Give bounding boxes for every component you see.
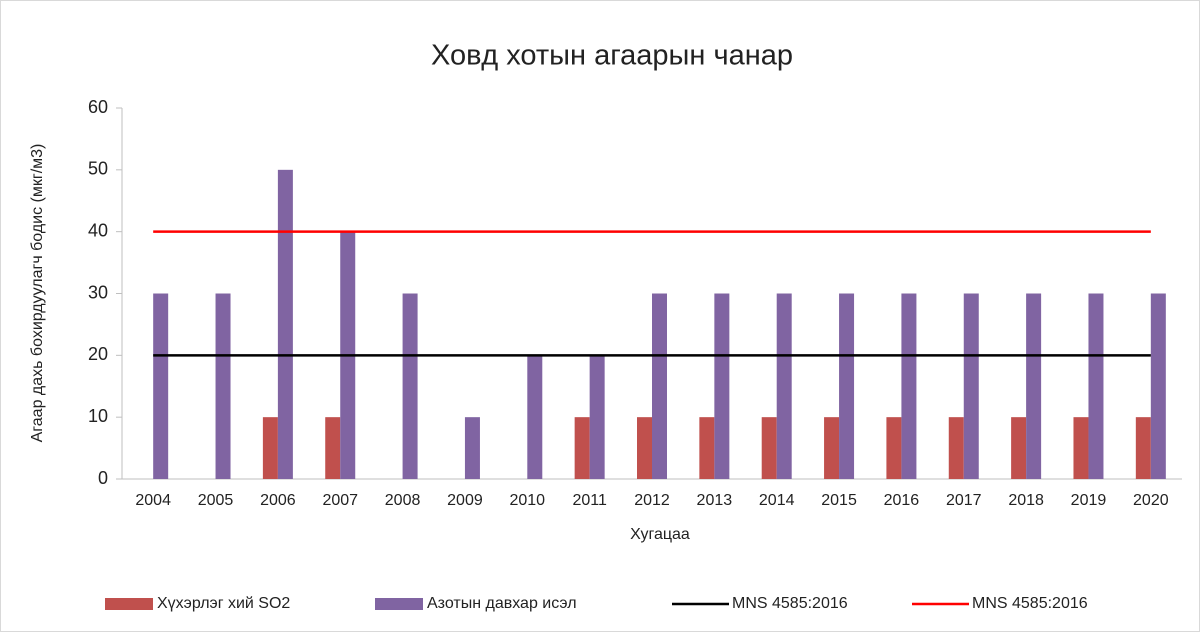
x-tick-label: 2017 [946, 492, 982, 509]
legend-label: MNS 4585:2016 [972, 595, 1088, 612]
x-tick-label: 2013 [697, 492, 733, 509]
bar [637, 417, 652, 479]
bar [761, 417, 777, 479]
x-tick-label: 2012 [634, 492, 670, 509]
y-tick-label: 10 [88, 406, 108, 426]
x-tick-label: 2020 [1133, 492, 1169, 509]
bar [464, 417, 480, 479]
bar [262, 417, 278, 479]
bar [824, 417, 840, 479]
x-tick-label: 2007 [322, 492, 358, 509]
bar [215, 293, 231, 479]
legend-swatch [375, 598, 423, 610]
bar [402, 293, 418, 479]
y-tick-label: 0 [98, 468, 108, 488]
bar [1073, 417, 1089, 479]
bar [1150, 293, 1166, 479]
legend-swatch [105, 598, 153, 610]
y-tick-label: 50 [88, 159, 108, 179]
bar [1135, 417, 1151, 479]
legend-label: Азотын давхар исэл [427, 595, 577, 612]
bar [574, 417, 590, 479]
bar [776, 293, 792, 479]
legend-label: MNS 4585:2016 [732, 595, 848, 612]
bar [714, 293, 730, 479]
y-tick-label: 30 [88, 282, 108, 302]
bar [699, 417, 715, 479]
legend-label: Хүхэрлэг хий SO2 [157, 595, 290, 612]
x-tick-label: 2006 [260, 492, 296, 509]
bar [1088, 293, 1104, 479]
chart-title: Ховд хотын агаарын чанар [431, 40, 793, 72]
y-tick-label: 40 [88, 220, 108, 240]
bar [527, 355, 543, 479]
y-tick-label: 60 [88, 97, 108, 117]
x-tick-label: 2008 [385, 492, 421, 509]
y-axis-label: Агаар дахь бохирдуулагч бодис (мкг/м3) [29, 144, 46, 443]
bar [963, 293, 979, 479]
bar [325, 417, 341, 479]
bar [652, 293, 667, 479]
y-tick-label: 20 [88, 344, 108, 364]
x-tick-label: 2010 [509, 492, 545, 509]
x-tick-label: 2004 [135, 492, 171, 509]
x-tick-label: 2019 [1071, 492, 1107, 509]
x-tick-label: 2011 [572, 492, 607, 509]
x-tick-label: 2016 [884, 492, 920, 509]
bar [901, 293, 917, 479]
x-tick-label: 2015 [821, 492, 857, 509]
x-tick-label: 2005 [198, 492, 234, 509]
bar [839, 293, 855, 479]
x-tick-label: 2018 [1008, 492, 1044, 509]
bar [277, 169, 293, 480]
bar [886, 417, 902, 479]
bar [153, 293, 169, 479]
bar [948, 417, 964, 479]
bar [1011, 417, 1027, 479]
x-tick-label: 2009 [447, 492, 483, 509]
x-axis-label: Хугацаа [630, 526, 690, 543]
bar [1026, 293, 1042, 479]
x-tick-label: 2014 [759, 492, 795, 509]
bar [589, 355, 605, 479]
